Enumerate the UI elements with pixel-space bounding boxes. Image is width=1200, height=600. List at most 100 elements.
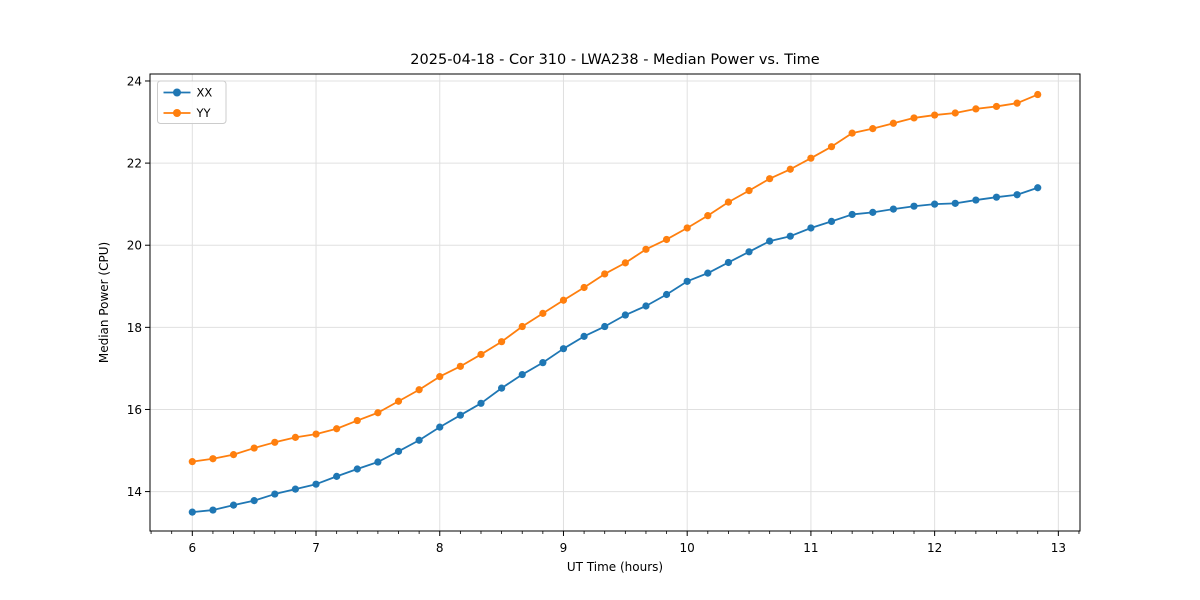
series-yy-marker <box>374 409 382 417</box>
series-yy-marker <box>1013 99 1021 107</box>
series-yy-marker <box>436 373 444 381</box>
series-xx-marker <box>662 290 671 299</box>
series-layer <box>188 90 1042 516</box>
series-yy-marker <box>992 102 1001 111</box>
series-yy-marker <box>291 433 300 441</box>
series-yy-marker <box>704 212 712 220</box>
series-yy-marker <box>601 270 609 278</box>
series-yy-marker <box>353 416 361 425</box>
series-yy-marker <box>951 109 959 117</box>
y-tick-label: 14 <box>127 485 142 499</box>
y-axis-label: Median Power (CPU) <box>97 242 111 363</box>
series-xx-marker <box>498 384 506 392</box>
x-tick-label: 7 <box>312 541 320 555</box>
legend-label-yy: YY <box>196 106 212 120</box>
y-tick-label: 20 <box>127 239 142 253</box>
x-axis-label: UT Time (hours) <box>567 560 663 574</box>
x-tick-label: 12 <box>927 541 942 555</box>
series-xx-marker <box>229 501 238 509</box>
series-xx-marker <box>353 465 361 473</box>
legend: XX YY <box>157 80 227 124</box>
series-xx-marker <box>539 359 547 367</box>
series-xx-marker <box>250 497 258 505</box>
plot-border <box>149 73 1081 532</box>
series-xx-marker <box>621 311 629 319</box>
series-xx-marker <box>766 237 774 245</box>
series-yy-marker <box>745 187 753 195</box>
series-xx-marker <box>518 370 526 379</box>
series-xx-marker <box>188 508 196 516</box>
x-tick-label: 6 <box>188 541 196 555</box>
x-tick-label: 11 <box>803 541 818 555</box>
series-yy-marker <box>786 165 794 173</box>
series-yy-marker <box>848 129 856 137</box>
series-yy-marker <box>931 111 939 119</box>
series-xx-marker <box>807 224 815 232</box>
series-yy-marker <box>724 198 733 206</box>
series-xx-marker <box>786 232 794 240</box>
series-yy-marker <box>642 245 650 253</box>
series-xx-marker <box>394 447 403 455</box>
y-tick-label: 22 <box>127 157 142 171</box>
series-xx-marker <box>869 208 877 216</box>
series-xx-marker <box>724 258 733 267</box>
series-xx-marker <box>642 302 650 310</box>
series-xx-marker <box>889 205 897 213</box>
series-yy-marker <box>972 105 980 113</box>
y-tick-label: 16 <box>127 403 142 417</box>
series-yy-marker <box>827 143 836 151</box>
series-xx-marker <box>683 277 691 285</box>
series-yy-marker <box>415 386 423 394</box>
series-xx-marker <box>1013 191 1021 199</box>
series-yy-marker <box>539 309 547 317</box>
series-xx-marker <box>827 217 836 226</box>
tick-layer: 6 7 8 9 10 11 12 13 14 16 18 20 22 24 <box>127 74 1080 555</box>
series-yy-marker <box>889 119 897 127</box>
series-yy-marker <box>250 444 258 452</box>
y-tick-label: 24 <box>127 74 142 88</box>
series-xx-line <box>192 186 1039 514</box>
legend-marker-sample <box>173 88 181 97</box>
series-yy-marker <box>477 350 485 359</box>
series-xx-marker <box>704 269 712 277</box>
series-yy-marker <box>312 430 320 438</box>
series-xx-marker <box>209 506 217 514</box>
legend-label-xx: XX <box>197 86 213 100</box>
series-yy-marker <box>683 224 691 232</box>
series-yy-marker <box>271 438 279 446</box>
series-xx-marker <box>271 490 279 498</box>
series-yy-marker <box>621 259 629 267</box>
series-yy-marker <box>910 114 918 122</box>
series-xx-marker <box>848 210 856 219</box>
x-tick-label: 9 <box>560 541 568 555</box>
grid-layer <box>150 74 1080 531</box>
chart-title: 2025-04-18 - Cor 310 - LWA238 - Median P… <box>410 52 819 68</box>
x-tick-label: 8 <box>436 541 444 555</box>
series-xx-marker <box>1034 184 1042 192</box>
series-yy-marker <box>209 455 217 463</box>
series-yy-marker <box>559 296 568 304</box>
series-xx-marker <box>931 200 939 208</box>
series-yy-marker <box>766 175 774 183</box>
series-xx-marker <box>951 199 959 207</box>
series-yy-marker <box>333 425 341 433</box>
series-yy-marker <box>456 362 464 370</box>
series-yy-marker <box>1034 90 1042 99</box>
series-yy-marker <box>188 458 196 466</box>
series-xx-marker <box>291 485 300 493</box>
series-xx-marker <box>415 436 423 444</box>
series-xx-marker <box>374 458 382 466</box>
series-yy-marker <box>869 125 877 133</box>
series-yy-marker <box>229 451 238 459</box>
legend-frame <box>157 80 227 124</box>
series-xx-marker <box>992 193 1001 201</box>
series-yy-marker <box>580 283 588 292</box>
series-xx-marker <box>580 332 588 340</box>
legend-marker-sample <box>173 109 181 117</box>
series-xx-marker <box>456 411 464 419</box>
y-tick-label: 18 <box>127 321 142 335</box>
series-xx-marker <box>477 399 485 407</box>
series-xx-marker <box>910 202 918 210</box>
